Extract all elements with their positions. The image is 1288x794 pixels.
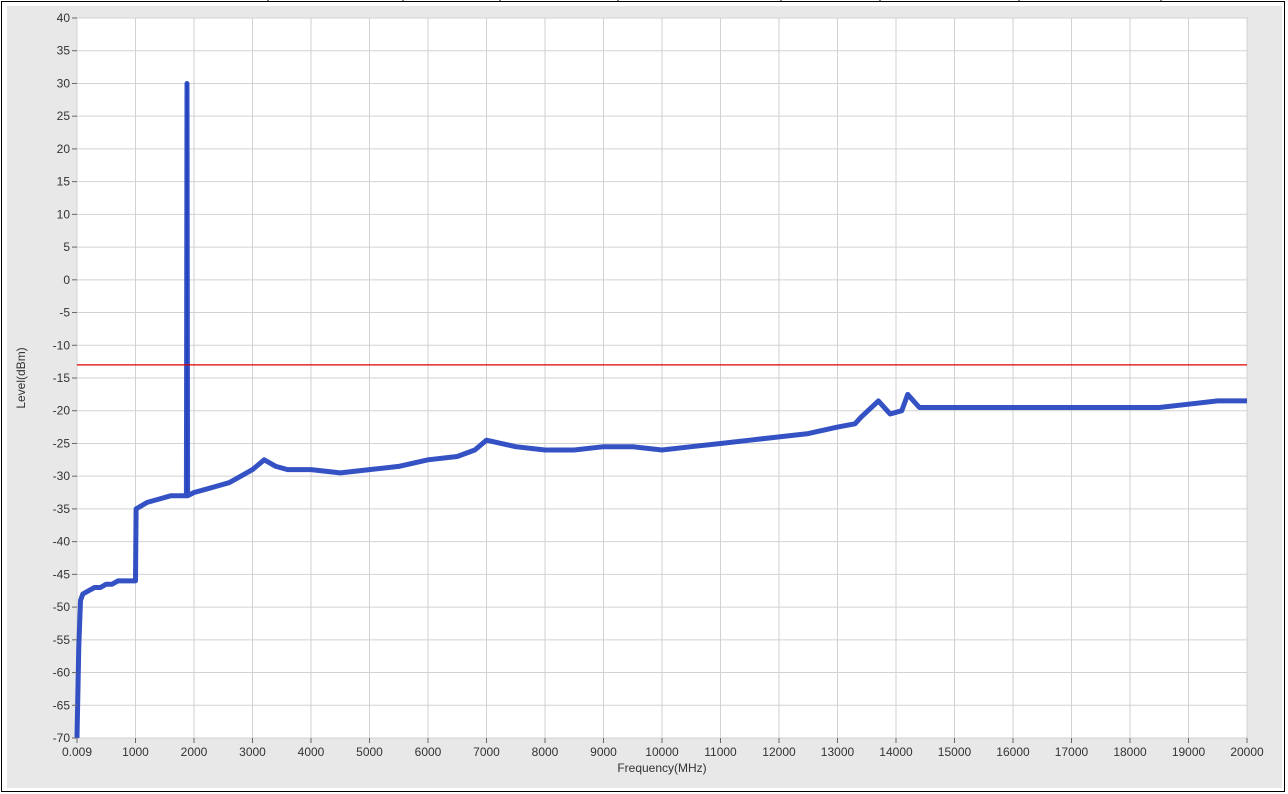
x-tick-label: 1000: [122, 745, 149, 759]
y-tick-label: -40: [53, 535, 71, 549]
x-tick-label: 3000: [239, 745, 266, 759]
x-tick-label: 9000: [590, 745, 617, 759]
y-tick-label: 25: [57, 109, 71, 123]
x-tick-label: 11000: [704, 745, 737, 759]
y-tick-label: -65: [53, 698, 71, 712]
x-ticks: 0.009 1000 2000 3000 4000 5000 6000 7000 8000 900…: [62, 738, 1264, 759]
x-tick-label: 5000: [356, 745, 383, 759]
x-tick-label: 4000: [298, 745, 325, 759]
y-tick-label: -5: [59, 306, 70, 320]
y-axis-title: Level(dBm): [14, 347, 28, 408]
y-tick-label: 40: [57, 11, 71, 25]
x-tick-label: 13000: [821, 745, 855, 759]
x-tick-label: 19000: [1172, 745, 1206, 759]
x-tick-label: 10000: [645, 745, 679, 759]
y-tick-label: 0: [63, 273, 70, 287]
y-tick-label: 35: [57, 44, 71, 58]
x-tick-label: 15000: [938, 745, 972, 759]
y-tick-label: -50: [53, 600, 71, 614]
y-tick-label: 5: [63, 240, 70, 254]
x-tick-label: 7000: [473, 745, 500, 759]
y-tick-label: -70: [53, 731, 71, 745]
spectrum-chart: 40 35 30 25 20 15 10 5 0 -5 -10 -15 -20 -25 -30 -35 -40 -…: [14, 11, 1264, 775]
x-tick-label: 20000: [1230, 745, 1264, 759]
x-tick-label: 12000: [762, 745, 796, 759]
x-tick-label: 14000: [879, 745, 913, 759]
x-tick-label: 6000: [415, 745, 442, 759]
x-axis-title: Frequency(MHz): [617, 761, 706, 775]
y-tick-label: 30: [57, 76, 71, 90]
y-tick-label: -25: [53, 436, 71, 450]
x-tick-label: 0.009: [62, 745, 92, 759]
y-tick-label: -35: [53, 502, 71, 516]
spectrum-trace: [74, 81, 1247, 739]
x-tick-label: 8000: [532, 745, 559, 759]
y-tick-label: -20: [53, 404, 71, 418]
y-tick-label: 10: [57, 207, 71, 221]
series-layer: [74, 81, 1247, 739]
grid-lines: [76, 17, 1248, 739]
y-ticks: 40 35 30 25 20 15 10 5 0 -5 -10 -15 -20 -25 -30 -35 -40 -…: [53, 11, 77, 745]
y-tick-label: -60: [53, 666, 71, 680]
plot-panel: 40 35 30 25 20 15 10 5 0 -5 -10 -15 -20 -25 -30 -35 -40 -…: [7, 6, 1282, 788]
x-tick-label: 2000: [181, 745, 208, 759]
y-tick-label: 15: [57, 175, 71, 189]
y-tick-label: -10: [53, 338, 71, 352]
x-tick-label: 16000: [996, 745, 1030, 759]
y-tick-label: -15: [53, 371, 71, 385]
y-tick-label: -45: [53, 567, 71, 581]
x-tick-label: 17000: [1055, 745, 1089, 759]
y-tick-label: 20: [57, 142, 71, 156]
x-tick-label: 18000: [1113, 745, 1147, 759]
y-tick-label: -30: [53, 469, 71, 483]
y-tick-label: -55: [53, 633, 71, 647]
